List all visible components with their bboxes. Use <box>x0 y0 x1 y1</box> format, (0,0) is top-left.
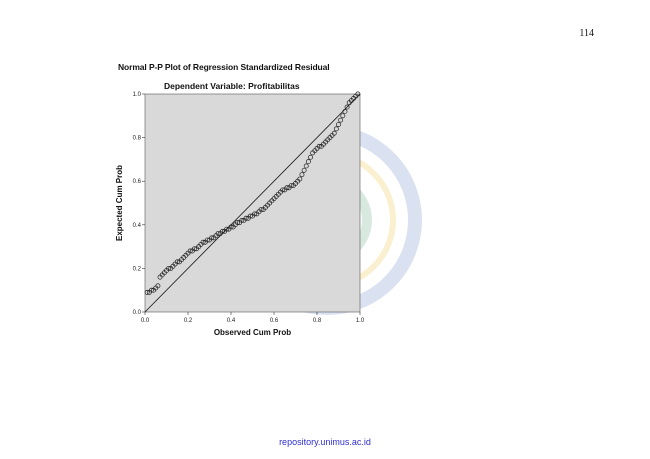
data-point <box>200 239 206 245</box>
data-point <box>355 91 361 97</box>
page-number: 114 <box>579 28 594 39</box>
repository-link[interactable]: repository.unimus.ac.id <box>279 437 371 447</box>
data-point <box>144 289 150 295</box>
data-point <box>338 117 344 123</box>
data-point <box>308 154 313 160</box>
data-point <box>234 220 240 226</box>
data-point <box>224 226 230 232</box>
x-tick-label: 1.0 <box>356 318 365 324</box>
data-point <box>215 231 221 236</box>
x-axis-label: Observed Cum Prob <box>214 328 291 337</box>
data-point <box>148 287 154 293</box>
data-point <box>301 167 307 173</box>
data-point <box>187 248 193 254</box>
y-tick-label: 0.2 <box>133 266 142 272</box>
data-point <box>155 283 161 289</box>
data-point <box>204 237 210 243</box>
data-point <box>228 224 234 230</box>
y-tick-label: 0.6 <box>133 179 142 185</box>
chart-title: Normal P-P Plot of Regression Standardiz… <box>118 62 330 72</box>
data-point <box>247 213 253 219</box>
reference-line <box>144 93 361 313</box>
data-point <box>297 176 303 182</box>
data-point <box>243 215 249 221</box>
y-axis-label: Expected Cum Prob <box>115 165 124 241</box>
data-point <box>331 130 337 136</box>
data-point <box>252 211 258 217</box>
data-point <box>258 207 264 212</box>
data-point <box>344 104 350 110</box>
data-point <box>219 228 225 234</box>
data-point <box>191 246 197 252</box>
data-point <box>303 163 309 169</box>
data-point <box>239 217 245 223</box>
x-tick-label: 0.2 <box>184 318 193 324</box>
data-point <box>305 159 311 165</box>
data-point <box>174 259 180 265</box>
y-tick-label: 0.4 <box>133 223 142 229</box>
x-tick-label: 0.6 <box>270 318 279 324</box>
data-point <box>280 187 286 193</box>
data-point <box>166 265 172 271</box>
y-tick-label: 0.0 <box>133 310 142 316</box>
data-point <box>342 108 348 114</box>
data-point <box>333 126 339 132</box>
chart-subtitle: Dependent Variable: Profitabilitas <box>164 81 300 91</box>
data-point <box>209 235 215 241</box>
y-tick-label: 0.8 <box>133 136 142 142</box>
x-tick-label: 0.4 <box>227 318 236 324</box>
data-point <box>299 172 305 178</box>
data-point <box>284 185 290 191</box>
x-tick-label: 0.0 <box>141 318 150 324</box>
data-point <box>288 183 294 189</box>
y-tick-label: 1.0 <box>133 92 142 98</box>
data-point <box>316 143 322 149</box>
data-point <box>340 113 346 119</box>
x-tick-label: 0.8 <box>313 318 322 324</box>
data-point <box>336 122 341 127</box>
